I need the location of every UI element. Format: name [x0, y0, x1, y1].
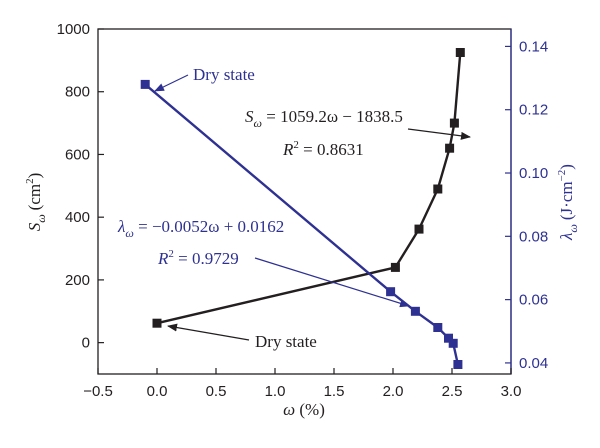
y-left-axis-label: Sω (cm2): [24, 173, 48, 232]
series-right-point: [140, 79, 150, 89]
y-left-axis-ticks: 0 200 400 600 800 1000: [57, 21, 104, 352]
series-lines: [144, 52, 462, 365]
x-axis-label: ω (%): [283, 400, 325, 419]
y-right-axis-label: λω (J·cm−2): [556, 164, 580, 241]
y-right-tick-label: 0.14: [519, 38, 548, 55]
series-right-point: [448, 338, 458, 348]
series-right-point: [444, 333, 453, 343]
x-tick-label: 1.5: [324, 383, 345, 400]
x-tick-label: −0.5: [83, 383, 113, 400]
y-left-label-symbol: S: [25, 222, 44, 231]
series-right-point: [410, 306, 420, 316]
y-left-tick-label: 0: [82, 335, 90, 352]
y-right-tick-label: 0.08: [519, 228, 548, 245]
y-left-tick-label: 1000: [57, 21, 90, 38]
s-eq-rhs: = 1059.2ω − 1838.5: [262, 107, 403, 126]
y-left-tick-label: 400: [65, 209, 90, 226]
x-tick-label: 1.0: [265, 383, 286, 400]
l-eq-lhs-sub: ω: [125, 226, 133, 240]
s-eq-lhs-symbol: S: [245, 107, 254, 126]
series-right-point: [433, 323, 443, 332]
series-left-point: [449, 118, 459, 128]
y-left-tick-label: 200: [65, 272, 90, 289]
y-right-label-symbol: λ: [557, 233, 576, 241]
y-right-label-sup: −2: [556, 170, 568, 182]
lambda-equation: λω = −0.0052ω + 0.0162: [117, 217, 284, 240]
series-left-point: [433, 184, 443, 194]
y-left-label-unit: (cm: [25, 184, 44, 210]
lambda-equation-arrow: [254, 257, 410, 308]
s-eq-lhs-sub: ω: [254, 116, 262, 130]
s-r2-value: = 0.8631: [299, 140, 364, 159]
x-tick-label: 2.0: [383, 383, 404, 400]
s-r2-sup: 2: [293, 139, 299, 151]
dry-state-top-label: Dry state: [193, 65, 255, 84]
y-left-tick-label: 800: [65, 84, 90, 101]
y-right-label-sub: ω: [566, 224, 580, 232]
dry-state-top-arrow: [154, 74, 189, 92]
y-right-axis-ticks: 0.04 0.06 0.08 0.10 0.12 0.14: [505, 38, 548, 372]
y-right-tick-label: 0.10: [519, 165, 548, 182]
lambda-r-squared: R2 = 0.9729: [157, 248, 239, 268]
s-equation: Sω = 1059.2ω − 1838.5: [245, 107, 403, 130]
y-right-label-unit: (J·cm: [557, 181, 576, 220]
l-r2-symbol: R: [157, 249, 169, 268]
y-right-tick-label: 0.04: [519, 355, 548, 372]
series-left-point: [455, 48, 465, 57]
dry-state-bottom-label: Dry state: [255, 332, 317, 351]
series-left-point: [152, 318, 162, 328]
y-left-label-sup: 2: [24, 178, 36, 184]
s-r-squared: R2 = 0.8631: [282, 139, 364, 159]
series-right-point: [386, 287, 396, 297]
series-left-point: [390, 262, 400, 272]
x-tick-label: 2.5: [442, 383, 463, 400]
x-tick-label: 0.5: [206, 383, 227, 400]
l-eq-lhs-symbol: λ: [117, 217, 125, 236]
l-r2-value: = 0.9729: [174, 249, 239, 268]
x-axis-label-unit: (%): [295, 400, 325, 419]
y-left-label-close: ): [25, 173, 44, 179]
y-right-label-close: ): [557, 164, 576, 170]
x-axis-label-symbol: ω: [283, 400, 295, 419]
series-left-point: [445, 143, 455, 153]
y-right-tick-label: 0.12: [519, 102, 548, 119]
x-tick-label: 0.0: [147, 383, 168, 400]
x-axis-ticks: −0.5 0.0 0.5 1.0 1.5 2.0 2.5 3.0: [83, 368, 521, 400]
series-right-point: [453, 360, 463, 369]
x-tick-label: 3.0: [501, 383, 522, 400]
l-eq-rhs: = −0.0052ω + 0.0162: [134, 217, 284, 236]
series-left-point: [414, 224, 424, 234]
y-left-tick-label: 600: [65, 146, 90, 163]
l-r2-sup: 2: [168, 248, 174, 260]
y-right-tick-label: 0.06: [519, 292, 548, 309]
y-left-label-sub: ω: [34, 214, 48, 222]
dry-state-bottom-arrow: [167, 323, 250, 341]
s-r2-symbol: R: [282, 140, 294, 159]
s-equation-arrow: [407, 128, 471, 140]
series-left-line: [156, 52, 462, 325]
series-points: [140, 48, 465, 369]
